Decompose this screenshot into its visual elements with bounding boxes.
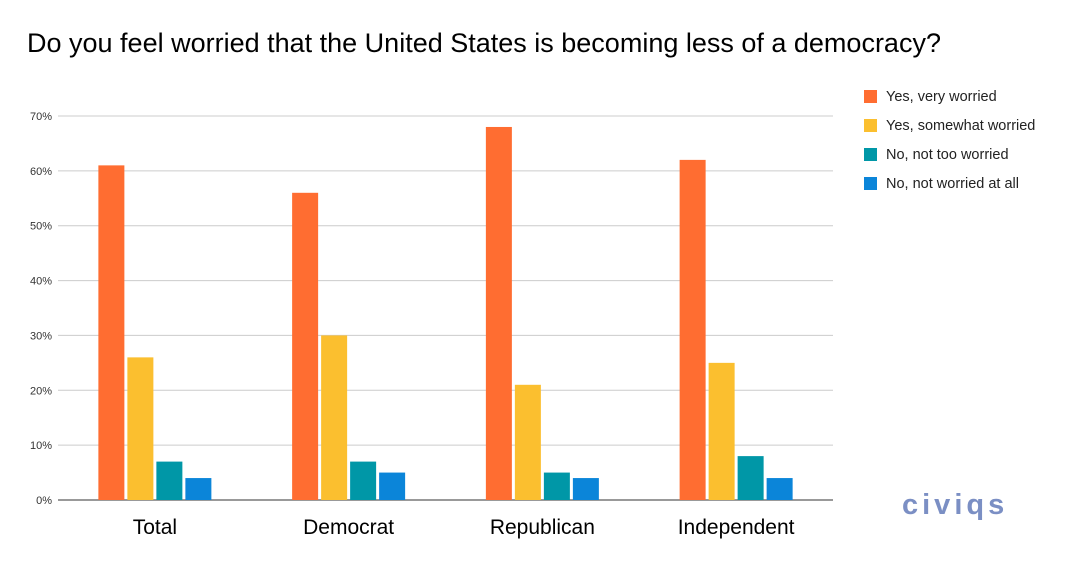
bar <box>679 159 706 500</box>
legend-label: Yes, very worried <box>886 88 997 105</box>
bar <box>321 335 348 500</box>
bar <box>572 478 599 500</box>
y-tick-label: 30% <box>30 330 52 342</box>
y-tick-label: 20% <box>30 385 52 397</box>
legend-item-very-worried: Yes, very worried <box>864 82 1035 111</box>
x-tick-label: Total <box>133 516 177 539</box>
x-tick-label: Democrat <box>303 516 394 539</box>
bar <box>185 478 212 500</box>
y-tick-label: 60% <box>30 166 52 178</box>
bar <box>485 126 512 500</box>
legend-item-not-worried-at-all: No, not worried at all <box>864 169 1035 198</box>
civiqs-logo: civiqs <box>902 489 1009 521</box>
y-tick-label: 10% <box>30 440 52 452</box>
y-tick-label: 0% <box>36 495 52 507</box>
legend-item-somewhat-worried: Yes, somewhat worried <box>864 111 1035 140</box>
chart-title: Do you feel worried that the United Stat… <box>27 28 941 58</box>
bar <box>379 472 406 500</box>
bar <box>350 461 377 500</box>
legend-swatch <box>864 148 877 161</box>
y-tick-label: 40% <box>30 276 52 288</box>
y-tick-label: 50% <box>30 221 52 233</box>
legend-swatch <box>864 90 877 103</box>
legend-label: Yes, somewhat worried <box>886 117 1036 134</box>
x-tick-label: Independent <box>678 516 795 539</box>
legend-item-not-too-worried: No, not too worried <box>864 140 1035 169</box>
bar <box>292 192 319 501</box>
bar <box>127 357 154 500</box>
x-tick-label: Republican <box>490 516 595 539</box>
y-tick-label: 70% <box>30 111 52 123</box>
bar <box>737 456 764 500</box>
legend-swatch <box>864 119 877 132</box>
bar <box>708 362 735 500</box>
bar <box>543 472 570 500</box>
legend: Yes, very worried Yes, somewhat worried … <box>864 82 1035 198</box>
bar <box>514 384 541 500</box>
legend-label: No, not too worried <box>886 146 1009 163</box>
bar <box>766 478 793 500</box>
legend-swatch <box>864 177 877 190</box>
bar <box>98 165 125 500</box>
bar <box>156 461 183 500</box>
legend-label: No, not worried at all <box>886 175 1019 192</box>
